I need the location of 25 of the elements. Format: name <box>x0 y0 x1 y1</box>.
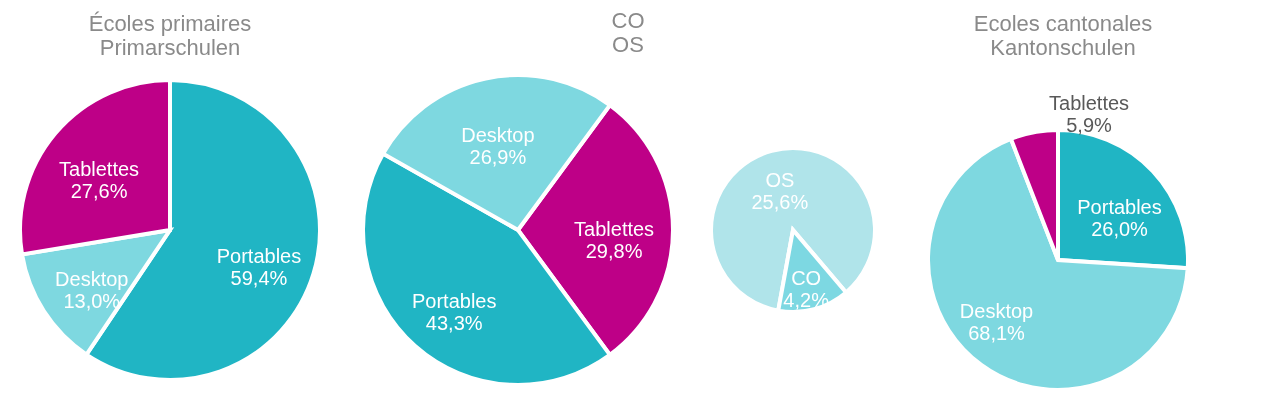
slice-label: OS <box>765 168 795 191</box>
slice-label: Tablettes <box>574 218 655 240</box>
data-label: 4,2% <box>783 289 830 312</box>
slice-label: Desktop <box>55 268 129 291</box>
data-label: 68,1% <box>968 322 1026 345</box>
slice-label: Portables <box>411 289 497 312</box>
data-label: 29,8% <box>585 240 643 262</box>
slice-label: CO <box>791 267 822 290</box>
data-label: 26,0% <box>1091 217 1149 240</box>
slice-label: Portables <box>1077 195 1162 218</box>
chart-title: CO OS <box>611 8 645 57</box>
slice-label: Tablettes <box>59 157 140 180</box>
data-label: 13,0% <box>63 290 121 313</box>
chart-title: Ecoles cantonales Kantonschulen <box>973 11 1153 60</box>
data-label: 26,9% <box>469 146 527 169</box>
data-label: 43,3% <box>425 311 483 334</box>
data-label: 25,6% <box>751 190 809 213</box>
slice-label: Portables <box>216 245 302 268</box>
chart-title: Écoles primaires Primarschulen <box>88 11 252 60</box>
slice-label: Tablettes <box>1049 92 1130 115</box>
data-label: 59,4% <box>230 267 288 290</box>
data-label: 5,9% <box>1066 114 1113 137</box>
data-label: 27,6% <box>70 179 128 202</box>
slice-label: Desktop <box>959 300 1034 323</box>
slice-label: Desktop <box>461 124 535 147</box>
